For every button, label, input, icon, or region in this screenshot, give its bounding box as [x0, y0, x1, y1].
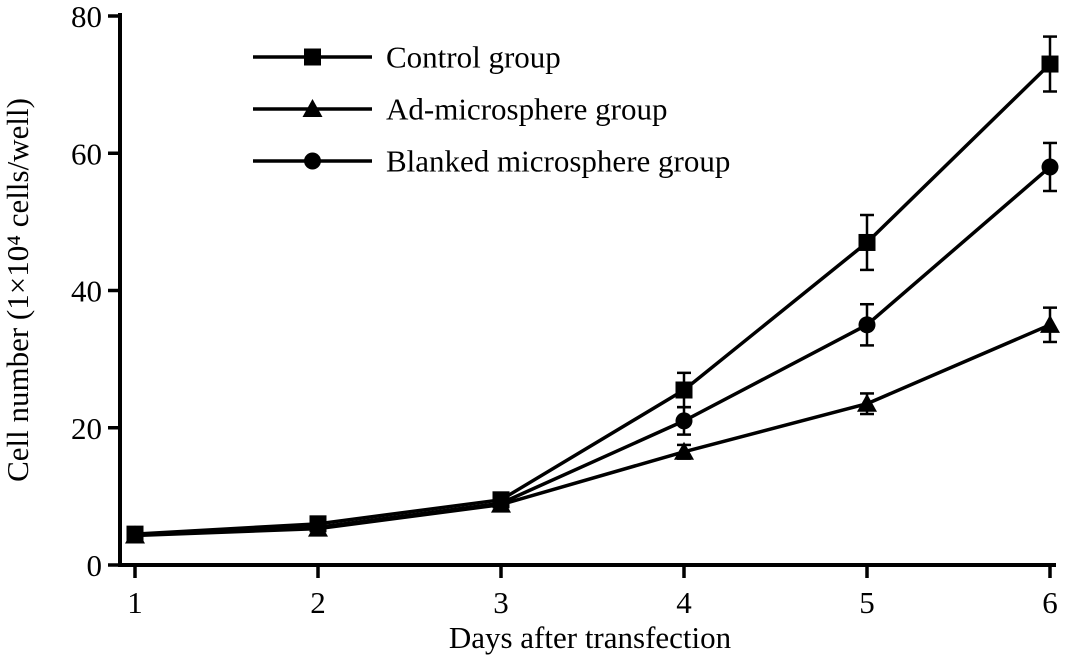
y-axis-title: Cell number (1×10⁴ cells/well)	[0, 98, 35, 482]
data-point-circle-icon	[1041, 158, 1059, 176]
series-line-triangle	[134, 323, 1051, 538]
data-point-square-icon	[675, 381, 693, 399]
x-axis-tick-label: 2	[310, 585, 326, 620]
y-axis-tick-label: 0	[87, 548, 103, 583]
x-axis-tick-label: 3	[493, 585, 509, 620]
legend-label: Blanked microsphere group	[386, 144, 730, 179]
data-point-triangle-icon	[857, 393, 877, 412]
x-axis-tick-label: 4	[676, 585, 692, 620]
y-axis-tick-label: 20	[71, 411, 102, 446]
data-point-triangle-icon	[1040, 314, 1060, 333]
legend-swatch-circle-icon	[304, 152, 321, 170]
series-line-circle	[134, 165, 1052, 537]
x-axis-title: Days after transfection	[449, 620, 732, 655]
x-axis-tick-label: 1	[127, 585, 143, 620]
data-point-circle-icon	[675, 412, 693, 430]
data-point-circle-icon	[858, 316, 876, 334]
x-axis-tick-label: 6	[1042, 585, 1058, 620]
x-axis-tick-label: 5	[859, 585, 875, 620]
legend-label: Ad-microsphere group	[386, 92, 668, 127]
y-axis-tick-label: 60	[71, 136, 102, 171]
legend-swatch-triangle-icon	[302, 99, 323, 117]
data-point-circle-icon	[126, 526, 144, 544]
legend-label: Control group	[386, 40, 561, 75]
data-point-square-icon	[1041, 55, 1059, 73]
legend-swatch-square-icon	[304, 48, 321, 66]
data-point-circle-icon	[492, 494, 510, 512]
series-line-square	[134, 62, 1052, 536]
data-point-square-icon	[858, 233, 876, 251]
y-axis-tick-label: 40	[71, 274, 102, 309]
data-point-triangle-icon	[674, 441, 694, 460]
y-axis-tick-label: 80	[71, 0, 102, 34]
data-point-circle-icon	[309, 518, 327, 536]
